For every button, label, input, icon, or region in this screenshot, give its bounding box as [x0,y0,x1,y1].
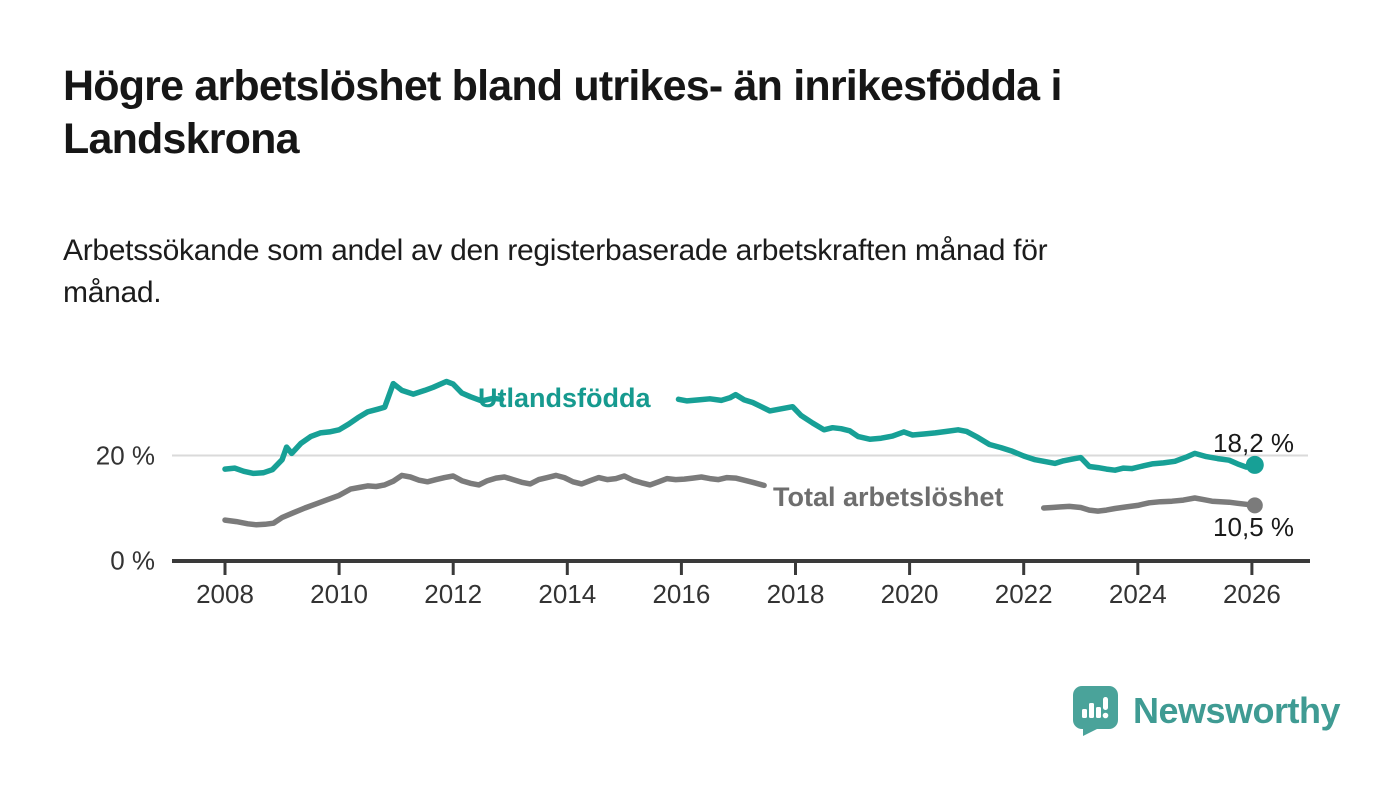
x-tick-label-2020: 2020 [881,579,939,609]
line-total-arbetsl-shet-seg0 [222,472,767,528]
x-tick-label-2010: 2010 [310,579,368,609]
line-utlandsf-dda-seg0 [222,378,505,477]
x-tick-label-2012: 2012 [424,579,482,609]
brand-wordmark: Newsworthy [1132,689,1341,731]
x-tick-label-2008: 2008 [196,579,254,609]
line-total-arbetsl-shet-seg1 [1040,495,1258,514]
page-title-line1: Högre arbetslöshet bland utrikes- än inr… [63,62,1062,110]
series-label-0: Utlandsfödda [478,383,651,413]
x-tick-label-2024: 2024 [1109,579,1167,609]
page-title: Högre arbetslöshet bland utrikes- än inr… [63,60,1243,167]
chart-subtitle-line1: Arbetssökande som andel av den registerb… [63,234,1048,267]
x-tick-label-2026: 2026 [1223,579,1281,609]
chart-subtitle: Arbetssökande som andel av den registerb… [63,230,1303,314]
end-value-label-0: 18,2 % [1213,428,1294,458]
page-title-line2: Landskrona [63,115,300,164]
newsworthy-logo-icon [1072,686,1118,736]
x-tick-label-2022: 2022 [995,579,1053,609]
end-dot-1 [1246,497,1263,514]
y-tick-label-20pct: 20 % [96,441,155,471]
x-tick-label-2014: 2014 [538,579,596,609]
series-label-1: Total arbetslöshet [773,482,1004,512]
y-tick-label-0pct: 0 % [110,546,155,576]
speech-bubble-shape [1072,686,1118,736]
x-tick-label-2016: 2016 [652,579,710,609]
x-tick-label-2018: 2018 [767,579,825,609]
newsworthy-brand: Newsworthy [1071,684,1341,737]
end-value-label-1: 10,5 % [1213,512,1294,542]
end-dot-0 [1245,455,1264,474]
bar-chart-glyph [1081,697,1109,719]
chart-subtitle-line2: månad. [63,276,162,309]
line-utlandsf-dda-seg1 [675,391,1258,473]
